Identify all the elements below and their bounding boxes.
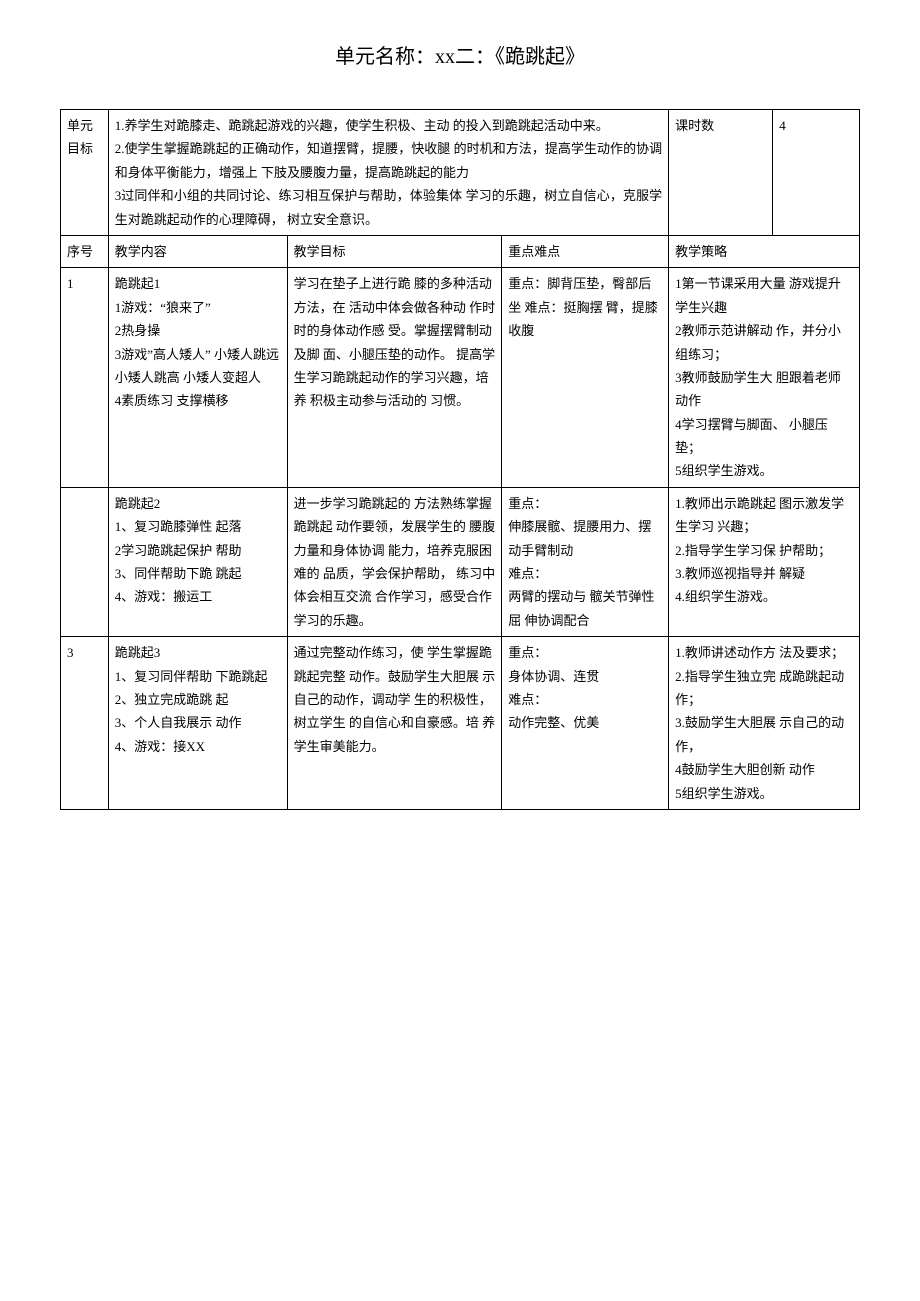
cell-goal: 通过完整动作练习，使 学生掌握跪跳起完整 动作。鼓励学生大胆展 示自己的动作，调… (287, 637, 502, 810)
table-row: 3 跪跳起3 1、复习同伴帮助 下跪跳起2、独立完成跪跳 起3、个人自我展示 动… (61, 637, 860, 810)
lesson-count-label: 课时数 (669, 110, 773, 236)
cell-content: 跪跳起11游戏：“狼来了”2热身操3游戏”高人矮人” 小矮人跳远 小矮人跳高 小… (108, 268, 287, 488)
lesson-count-value: 4 (773, 110, 860, 236)
table-header-row: 序号 教学内容 教学目标 重点难点 教学策略 (61, 235, 860, 267)
header-content: 教学内容 (108, 235, 287, 267)
header-strategy: 教学策略 (669, 235, 860, 267)
header-goal: 教学目标 (287, 235, 502, 267)
cell-goal: 进一步学习跪跳起的 方法熟练掌握跪跳起 动作要领，发展学生的 腰腹力量和身体协调… (287, 487, 502, 636)
cell-keypoint: 重点：伸膝展髋、提腰用力、摆动手臂制动难点：两臂的摆动与 髋关节弹性屈 伸协调配… (502, 487, 669, 636)
table-row: 跪跳起21、复习跪膝弹性 起落2学习跪跳起保护 帮助3、同伴帮助下跪 跳起4、游… (61, 487, 860, 636)
header-seq: 序号 (61, 235, 109, 267)
cell-strategy: 1第一节课采用大量 游戏提升学生兴趣2教师示范讲解动 作，并分小组练习；3教师鼓… (669, 268, 860, 488)
cell-strategy: 1.教师出示跪跳起 图示激发学生学习 兴趣；2.指导学生学习保 护帮助；3.教师… (669, 487, 860, 636)
cell-keypoint: 重点：脚背压垫，臀部后坐 难点：挺胸摆 臂，提膝收腹 (502, 268, 669, 488)
cell-seq (61, 487, 109, 636)
cell-strategy: 1.教师讲述动作方 法及要求；2.指导学生独立完 成跪跳起动作；3.鼓励学生大胆… (669, 637, 860, 810)
cell-seq: 3 (61, 637, 109, 810)
unit-goal-text: 1.养学生对跪膝走、跪跳起游戏的兴趣，使学生积极、主动 的投入到跪跳起活动中来。… (108, 110, 668, 236)
unit-goal-row: 单元目标 1.养学生对跪膝走、跪跳起游戏的兴趣，使学生积极、主动 的投入到跪跳起… (61, 110, 860, 236)
cell-seq: 1 (61, 268, 109, 488)
page-title: 单元名称：xx二：《跪跳起》 (60, 40, 860, 69)
table-row: 1 跪跳起11游戏：“狼来了”2热身操3游戏”高人矮人” 小矮人跳远 小矮人跳高… (61, 268, 860, 488)
cell-content: 跪跳起21、复习跪膝弹性 起落2学习跪跳起保护 帮助3、同伴帮助下跪 跳起4、游… (108, 487, 287, 636)
curriculum-table: 单元目标 1.养学生对跪膝走、跪跳起游戏的兴趣，使学生积极、主动 的投入到跪跳起… (60, 109, 860, 810)
cell-keypoint: 重点：身体协调、连贯难点：动作完整、优美 (502, 637, 669, 810)
cell-content: 跪跳起3 1、复习同伴帮助 下跪跳起2、独立完成跪跳 起3、个人自我展示 动作4… (108, 637, 287, 810)
unit-goal-label: 单元目标 (61, 110, 109, 236)
header-keypoint: 重点难点 (502, 235, 669, 267)
cell-goal: 学习在垫子上进行跪 膝的多种活动方法，在 活动中体会做各种动 作时时的身体动作感… (287, 268, 502, 488)
